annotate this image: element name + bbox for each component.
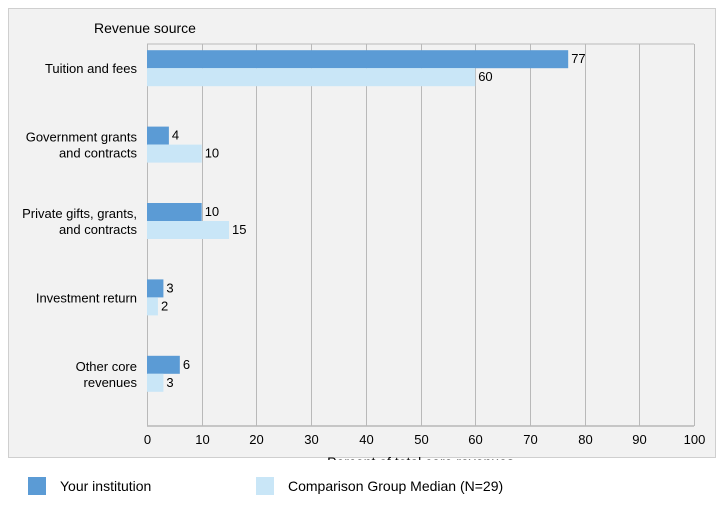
bar-your-institution-0	[147, 50, 569, 69]
legend-item-comparison: Comparison Group Median (N=29)	[256, 476, 503, 496]
category-label-4: Other core revenues	[76, 359, 138, 390]
data-label-comparison-3: 2	[161, 298, 168, 313]
data-label-your-institution-1: 4	[172, 128, 179, 143]
data-label-your-institution-0: 77	[571, 51, 585, 66]
x-tick-label-30: 30	[304, 432, 318, 447]
legend-label-comparison: Comparison Group Median (N=29)	[288, 478, 504, 494]
data-label-your-institution-3: 3	[166, 280, 173, 295]
data-label-comparison-4: 3	[166, 375, 173, 390]
x-tick-label-0: 0	[144, 432, 151, 447]
data-label-comparison-2: 15	[232, 222, 246, 237]
x-tick-label-40: 40	[359, 432, 373, 447]
x-tick-label-60: 60	[468, 432, 482, 447]
bar-comparison-3	[147, 297, 158, 316]
bar-chart: 0 10 20 30 40 50 60 70 80 90 100 Revenue source Perc…	[22, 20, 706, 460]
x-tick-label-20: 20	[249, 432, 263, 447]
x-tick-label-80: 80	[578, 432, 592, 447]
legend-label-your-institution: Your institution	[60, 478, 152, 494]
chart-title: Revenue source	[94, 20, 196, 36]
bar-comparison-4	[147, 373, 164, 392]
data-label-comparison-0: 60	[478, 69, 492, 84]
category-label-3: Investment return	[36, 290, 137, 305]
category-label-1: Government grants and contracts	[26, 130, 138, 161]
x-tick-label-100: 100	[684, 432, 706, 447]
bar-your-institution-2	[147, 203, 202, 221]
category-label-2: Private gifts, grants, and contracts	[22, 206, 137, 237]
category-label-0: Tuition and fees	[45, 61, 138, 76]
bar-your-institution-3	[147, 279, 164, 298]
bar-comparison-2	[147, 221, 230, 239]
x-tick-label-10: 10	[195, 432, 209, 447]
legend-swatch-your-institution	[28, 477, 46, 495]
x-axis-label: Percent of total core revenues	[327, 454, 514, 460]
bar-comparison-0	[147, 68, 476, 87]
data-label-your-institution-4: 6	[183, 357, 190, 372]
bar-your-institution-1	[147, 126, 169, 145]
legend-swatch-comparison	[256, 477, 274, 495]
bar-comparison-1	[147, 144, 202, 163]
x-tick-label-70: 70	[523, 432, 537, 447]
x-tick-label-50: 50	[414, 432, 428, 447]
bar-your-institution-4	[147, 355, 180, 374]
x-tick-label-90: 90	[632, 432, 646, 447]
data-label-your-institution-2: 10	[205, 204, 219, 219]
data-label-comparison-1: 10	[205, 146, 219, 161]
legend-item-your-institution: Your institution	[28, 476, 151, 496]
